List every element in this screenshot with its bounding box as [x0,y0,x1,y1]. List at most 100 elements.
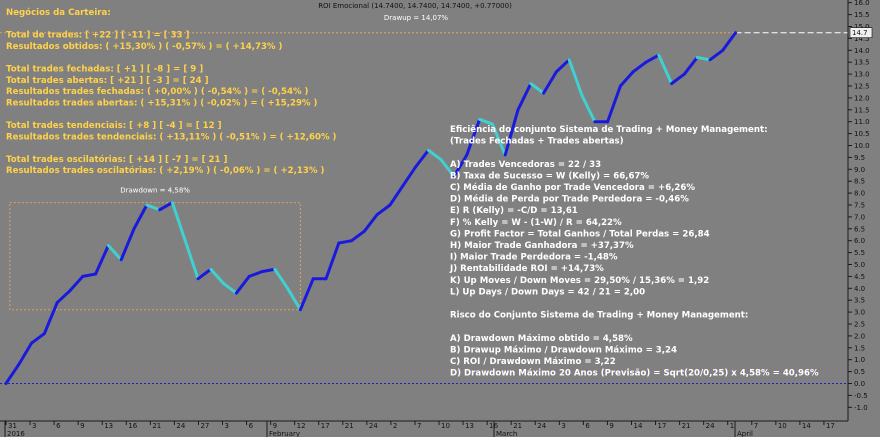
series-segment [529,82,546,95]
overlay-right-panel: Eficiência do conjunto Sistema de Tradin… [449,124,819,379]
y-tick-label: 3.5 [854,297,865,305]
y-tick-label: 5.0 [854,261,865,269]
y-tick-label: 14.0 [854,47,870,55]
y-tick-label: 0.5 [854,368,865,376]
y-tick-label: 12.5 [854,83,870,91]
x-tick-label: 3 [32,422,36,430]
x-tick-label: 14 [633,422,642,430]
y-axis-panel [848,0,880,437]
series-segment [158,201,174,212]
x-month-label: April [737,430,753,437]
y-tick-label: 9.0 [854,166,865,174]
y-tick-label: 8.5 [854,178,865,186]
series-segment [631,60,648,74]
x-tick-label: 31 [8,422,17,430]
series-segment [721,31,738,52]
overlay-right-line: K) Up Moves / Down Moves = 29,50% / 15,3… [450,276,709,286]
overlay-right-line: Eficiência do conjunto Sistema de Tradin… [450,124,768,135]
overlay-left-line: Resultados trades fechadas: ( +0,00% ) (… [6,87,309,97]
series-layer [4,31,738,385]
series-segment [68,274,85,293]
x-tick-label: 17 [826,422,835,430]
x-month-label: March [496,430,517,437]
series-segment [682,55,699,76]
series-segment [132,203,149,231]
guides-layer: Drawup = 14,07% Drawdown = 4,58% [0,14,848,384]
x-tick-label: 13 [104,422,113,430]
y-tick-label: 10.5 [854,130,870,138]
x-tick-label: 21 [513,422,522,430]
series-segment [644,53,661,64]
x-tick-label: 21 [682,422,691,430]
x-tick-label: 9 [80,422,84,430]
series-segment [42,301,59,336]
y-tick-label: 6.5 [854,225,865,233]
y-tick-label: 2.5 [854,321,865,329]
x-tick-label: 21 [345,422,354,430]
series-segment [273,267,290,290]
x-tick-label: 3 [561,422,565,430]
x-tick-label: 27 [200,422,209,430]
series-segment [618,70,635,88]
overlay-left-line: Total trades fechadas: [ +1 ] [ -8 ] = [… [6,65,203,75]
overlay-left-line: Total trades oscilatórias: [ +14 ] [ -7 … [6,154,227,165]
overlay-right-line: E) R (Kelly) = -C/D = 13,61 [450,206,578,216]
series-segment [606,84,622,124]
x-tick-label: 13 [465,422,474,430]
x-tick-label: 17 [658,422,667,430]
x-tick-label: 1 [730,422,734,430]
series-segment [222,282,238,295]
x-tick-label: 24 [706,422,715,430]
series-segment [119,227,136,262]
series-segment [337,239,354,245]
overlay-right-line: (Trades Fechadas + Trades abertas) [450,137,624,147]
x-tick-label: 24 [176,422,185,430]
x-axis-panel [0,421,880,437]
x-tick-label: 24 [537,422,546,430]
series-segment [298,277,315,312]
y-tick-label: 13.0 [854,71,870,79]
series-segment [30,332,46,345]
overlay-right-line: Risco do Conjunto Sistema de Trading + M… [450,311,748,321]
overlay-right-line: B) Drawup Máximo / Drawdown Máximo = 3,2… [450,345,677,355]
series-segment [670,72,686,86]
overlay-right-line: J) Rentabilidade ROI = +14,73% [449,264,604,274]
overlay-left-line: Total trades tendenciais: [ +8 ] [ -4 ] … [6,121,222,131]
overlay-left-title: Negócios da Carteira: [6,7,111,18]
overlay-left-line: Resultados trades tendenciais: ( +13,11%… [6,132,337,142]
y-tick-label: 5.5 [854,249,865,257]
series-segment [286,286,302,312]
y-tick-label: 11.5 [854,106,870,114]
x-tick-label: 16 [128,422,137,430]
overlay-right-line: I) Maior Trade Perdedora = -1,48% [450,253,618,263]
series-segment [209,267,226,286]
overlay-right-line: B) Taxa de Sucesso = W (Kelly) = 66,67% [450,171,649,181]
series-segment [439,158,456,178]
y-tick-label: 0.0 [854,380,865,388]
y-axis: -1.0 -0.5 0.0 0.5 1.0 1.5 2.0 2.5 3.0 3.5 4.0 4.5 5.… [847,0,880,437]
last-value-label: 14.7 [852,29,868,37]
y-tick-label: 2.0 [854,332,865,340]
series-segment [554,58,571,74]
series-segment [260,267,277,274]
series-segment [478,117,494,126]
x-tick-label: 21 [152,422,161,430]
series-segment [170,201,187,243]
x-tick-label: 6 [249,422,254,430]
overlay-right-line: G) Profit Factor = Total Ganhos / Total … [450,229,710,239]
y-tick-label: 15.0 [854,23,870,31]
overlay-right-line: A) Trades Vencedoras = 22 / 33 [450,160,601,170]
overlay-right-line: A) Drawdown Máximo obtido = 4,58% [450,334,633,344]
series-segment [490,122,507,157]
overlay-right-line: D) Média de Perda por Trade Perdedora = … [450,194,689,205]
overlay-right-line: H) Maior Trade Ganhadora = +37,37% [450,241,634,251]
series-segment [695,55,712,62]
y-tick-label: -0.5 [854,392,868,400]
series-segment [414,148,430,169]
series-segment [503,108,520,157]
x-tick-label: 14 [802,422,811,430]
series-segment [708,48,725,62]
series-segment [4,362,21,385]
